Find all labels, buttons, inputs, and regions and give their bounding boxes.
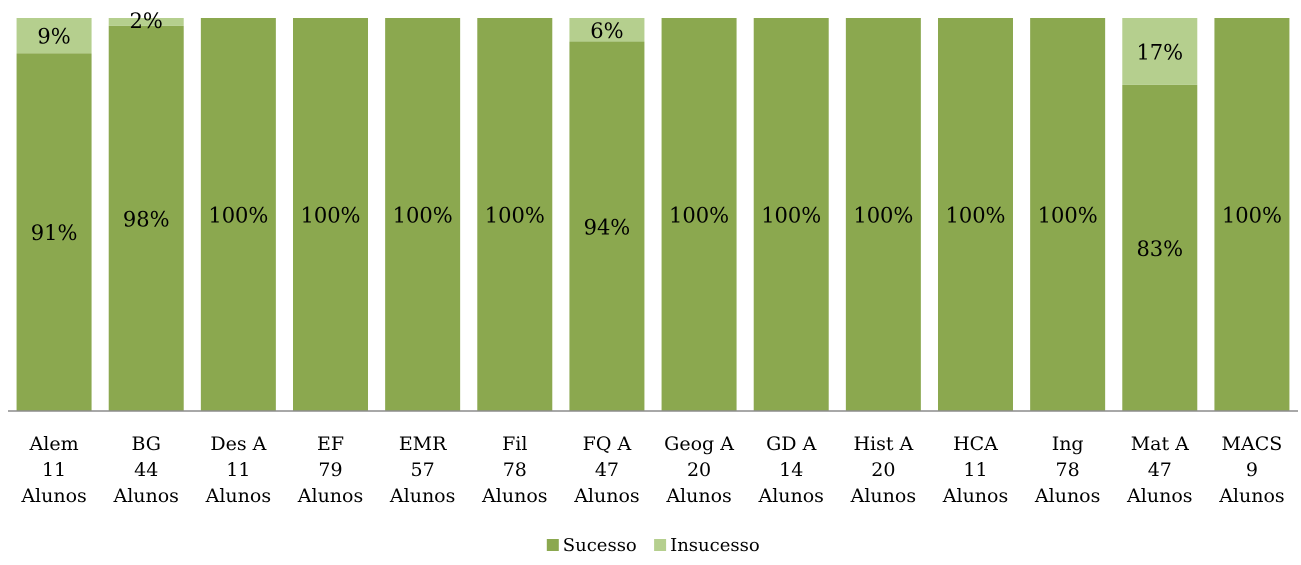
- data-label-sucesso-6: 94%: [584, 215, 631, 239]
- x-tick-label-5-line-2: Alunos: [481, 485, 547, 507]
- legend: Sucesso Insucesso: [546, 535, 760, 556]
- x-tick-label-11-line-0: Ing: [1052, 433, 1084, 455]
- x-tick-label-3-line-2: Alunos: [297, 485, 363, 507]
- x-tick-label-0-line-0: Alem: [29, 433, 79, 455]
- x-tick-label-0-line-2: Alunos: [20, 485, 86, 507]
- x-tick-label-4-line-0: EMR: [399, 433, 447, 455]
- x-tick-label-1-line-2: Alunos: [112, 485, 178, 507]
- data-label-insucesso-0: 9%: [37, 25, 70, 49]
- data-label-sucesso-3: 100%: [300, 204, 360, 228]
- bar-sucesso-1: [108, 25, 184, 412]
- x-tick-label-3-line-0: EF: [317, 433, 344, 455]
- x-tick-label-6-line-1: 47: [595, 459, 619, 481]
- data-label-sucesso-2: 100%: [208, 204, 268, 228]
- x-tick-label-13-line-2: Alunos: [1218, 485, 1284, 507]
- x-tick-label-1-line-0: BG: [131, 433, 161, 455]
- bar-sucesso-2: [200, 18, 276, 411]
- x-tick-label-7-line-0: Geog A: [664, 433, 734, 455]
- bar-sucesso-13: [1214, 18, 1290, 411]
- x-tick-label-8-line-0: GD A: [766, 433, 816, 455]
- x-tick-label-7-line-2: Alunos: [665, 485, 731, 507]
- data-label-sucesso-12: 83%: [1136, 237, 1183, 261]
- data-label-sucesso-0: 91%: [31, 221, 78, 245]
- bar-sucesso-0: [16, 53, 92, 412]
- data-label-sucesso-10: 100%: [945, 204, 1005, 228]
- x-tick-label-6-line-0: FQ A: [583, 433, 632, 455]
- x-tick-label-10-line-0: HCA: [953, 433, 998, 455]
- bar-insucesso-6: [569, 18, 645, 42]
- data-label-sucesso-8: 100%: [761, 204, 821, 228]
- x-tick-label-10-line-1: 11: [963, 459, 987, 481]
- legend-label-insucesso: Insucesso: [670, 535, 760, 556]
- bar-sucesso-8: [753, 18, 829, 411]
- bar-sucesso-3: [293, 18, 368, 411]
- data-label-sucesso-9: 100%: [853, 204, 913, 228]
- x-tick-label-2-line-1: 11: [226, 459, 250, 481]
- data-label-insucesso-12: 17%: [1136, 40, 1183, 64]
- x-tick-label-11-line-1: 78: [1056, 459, 1080, 481]
- data-label-sucesso-1: 98%: [123, 207, 170, 231]
- bar-sucesso-5: [477, 18, 553, 411]
- x-tick-label-12-line-2: Alunos: [1126, 485, 1192, 507]
- data-label-sucesso-5: 100%: [485, 204, 545, 228]
- x-tick-label-9-line-1: 20: [871, 459, 895, 481]
- data-label-sucesso-4: 100%: [393, 204, 453, 228]
- x-tick-label-8-line-2: Alunos: [757, 485, 823, 507]
- x-tick-label-13-line-0: MACS: [1222, 433, 1283, 455]
- legend-swatch-insucesso: [654, 539, 667, 551]
- bar-sucesso-7: [661, 18, 737, 411]
- bars-layer: 91% 9% 98% 2% 100% 100% 100% 100% 94% 6% 100% 100% 1…: [16, 9, 1290, 412]
- x-tick-label-12-line-0: Mat A: [1131, 433, 1189, 455]
- bar-sucesso-10: [938, 18, 1013, 411]
- x-tick-label-13-line-1: 9: [1246, 459, 1258, 481]
- x-tick-label-8-line-1: 14: [779, 459, 803, 481]
- x-tick-label-0-line-1: 11: [42, 459, 66, 481]
- bar-insucesso-0: [16, 18, 92, 54]
- x-tick-label-4-line-1: 57: [411, 459, 435, 481]
- bar-sucesso-9: [845, 18, 921, 411]
- x-tick-label-7-line-1: 20: [687, 459, 711, 481]
- bar-sucesso-11: [1030, 18, 1106, 411]
- bar-sucesso-12: [1122, 84, 1198, 411]
- legend-label-sucesso: Sucesso: [563, 535, 637, 556]
- bar-insucesso-12: [1122, 18, 1198, 85]
- x-tick-label-11-line-2: Alunos: [1034, 485, 1100, 507]
- x-tick-label-1-line-1: 44: [134, 459, 158, 481]
- legend-swatch-sucesso: [546, 539, 559, 551]
- data-label-insucesso-6: 6%: [590, 19, 623, 43]
- x-tick-label-6-line-2: Alunos: [573, 485, 639, 507]
- x-tick-label-9-line-2: Alunos: [850, 485, 916, 507]
- data-label-sucesso-13: 100%: [1222, 204, 1282, 228]
- x-tick-label-3-line-1: 79: [318, 459, 342, 481]
- bar-sucesso-6: [569, 41, 645, 412]
- x-tick-label-10-line-2: Alunos: [942, 485, 1008, 507]
- x-axis-labels: Alem 11 Alunos BG 44 Alunos Des A 11 Alunos EF 79 A…: [20, 433, 1284, 507]
- x-tick-label-4-line-2: Alunos: [389, 485, 455, 507]
- bar-sucesso-4: [385, 18, 461, 411]
- data-label-sucesso-7: 100%: [669, 204, 729, 228]
- x-tick-label-2-line-2: Alunos: [205, 485, 271, 507]
- x-tick-label-2-line-0: Des A: [210, 433, 266, 455]
- x-tick-label-5-line-1: 78: [503, 459, 527, 481]
- x-tick-label-5-line-0: Fil: [502, 433, 527, 455]
- data-label-insucesso-1: 2%: [130, 9, 163, 33]
- x-tick-label-12-line-1: 47: [1148, 459, 1172, 481]
- data-label-sucesso-11: 100%: [1038, 204, 1098, 228]
- x-tick-label-9-line-0: Hist A: [853, 433, 913, 455]
- bar-insucesso-1: [108, 18, 184, 26]
